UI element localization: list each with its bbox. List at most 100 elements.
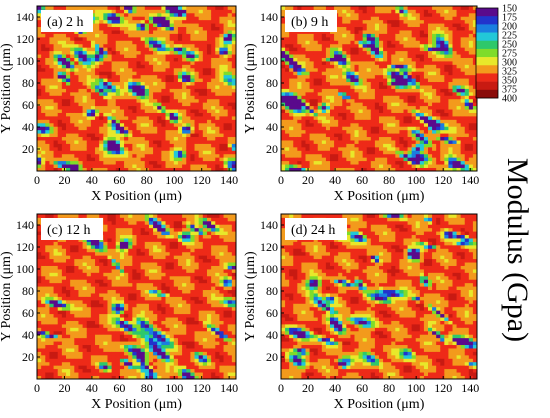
heatmap-cell: [82, 95, 88, 100]
heatmap-cell: [472, 146, 477, 151]
heatmap-cell: [334, 36, 339, 41]
heatmap-cell: [342, 143, 347, 148]
heatmap-cell: [206, 102, 212, 107]
heatmap-cell: [428, 150, 433, 155]
heatmap-cell: [95, 6, 100, 10]
heatmap-cell: [285, 74, 290, 79]
heatmap-cell: [219, 12, 224, 17]
heatmap-cell: [211, 26, 216, 31]
heatmap-cell: [419, 36, 425, 41]
heatmap-cell: [452, 153, 457, 158]
heatmap-cell: [173, 36, 179, 41]
heatmap-cell: [161, 67, 166, 72]
heatmap-cell: [103, 143, 108, 148]
heatmap-cell: [432, 57, 437, 62]
heatmap-cell: [415, 136, 421, 141]
heatmap-cell: [206, 64, 212, 69]
heatmap-cell: [190, 64, 195, 69]
heatmap-cell: [49, 71, 54, 76]
heatmap-cell: [346, 153, 351, 158]
heatmap-cell: [387, 19, 392, 24]
heatmap-cell: [82, 64, 88, 69]
heatmap-cell: [313, 88, 319, 93]
heatmap-cell: [90, 167, 96, 171]
heatmap-cell: [198, 98, 204, 103]
heatmap-cell: [231, 57, 236, 62]
heatmap-cell: [391, 9, 396, 14]
heatmap-cell: [169, 36, 175, 41]
heatmap-cell: [464, 26, 470, 31]
heatmap-cell: [190, 129, 195, 134]
heatmap-cell: [231, 33, 236, 38]
heatmap-cell: [198, 74, 204, 79]
heatmap-cell: [334, 112, 339, 117]
heatmap-cell: [321, 112, 327, 117]
heatmap-cell: [57, 160, 63, 165]
heatmap-cell: [215, 140, 220, 144]
heatmap-cell: [330, 57, 335, 62]
heatmap-cell: [436, 43, 441, 48]
heatmap-cell: [354, 140, 359, 144]
heatmap-cell: [407, 153, 413, 158]
heatmap-cell: [53, 330, 59, 335]
heatmap-cell: [111, 81, 117, 86]
heatmap-cell: [119, 78, 125, 83]
heatmap-cell: [432, 47, 437, 52]
heatmap-cell: [165, 36, 171, 41]
heatmap-cell: [132, 153, 137, 158]
heatmap-cell: [206, 36, 212, 41]
heatmap-cell: [107, 23, 113, 28]
heatmap-cell: [423, 160, 429, 165]
heatmap-cell: [407, 150, 413, 155]
heatmap-cell: [132, 140, 137, 144]
heatmap-cell: [128, 81, 133, 86]
heatmap-cell: [391, 122, 396, 127]
heatmap-cell: [387, 12, 392, 17]
heatmap-cell: [49, 244, 54, 249]
heatmap-cell: [144, 23, 150, 28]
heatmap-cell: [415, 16, 421, 21]
heatmap-cell: [103, 57, 108, 62]
heatmap-cell: [403, 81, 408, 86]
heatmap-cell: [293, 129, 298, 134]
heatmap-cell: [403, 122, 408, 127]
heatmap-cell: [61, 57, 67, 62]
heatmap-cell: [395, 74, 400, 79]
heatmap-cell: [334, 102, 339, 107]
heatmap-cell: [395, 164, 400, 168]
heatmap-cell: [227, 105, 233, 110]
heatmap-cell: [464, 36, 470, 41]
heatmap-cell: [423, 23, 429, 28]
heatmap-cell: [140, 167, 146, 171]
heatmap-cell: [49, 248, 54, 253]
heatmap-cell: [227, 85, 233, 89]
heatmap-cell: [472, 140, 477, 144]
heatmap-cell: [186, 47, 191, 52]
heatmap-cell: [231, 16, 236, 21]
heatmap-cell: [45, 116, 50, 120]
heatmap-cell: [95, 23, 100, 28]
heatmap-cell: [66, 105, 71, 110]
heatmap-cell: [334, 164, 339, 168]
heatmap-cell: [153, 133, 158, 138]
heatmap-cell: [415, 40, 421, 45]
heatmap-cell: [53, 153, 59, 158]
heatmap-cell: [45, 43, 50, 48]
heatmap-cell: [468, 119, 474, 124]
heatmap-cell: [227, 150, 233, 155]
heatmap-cell: [354, 122, 359, 127]
heatmap-cell: [317, 57, 323, 62]
heatmap-cell: [460, 153, 466, 158]
heatmap-cell: [57, 71, 63, 76]
heatmap-cell: [70, 91, 75, 96]
heatmap-cell: [53, 164, 59, 168]
heatmap-cell: [70, 160, 75, 165]
heatmap-cell: [415, 122, 421, 127]
heatmap-cell: [219, 40, 224, 45]
heatmap-cell: [370, 98, 376, 103]
heatmap-cell: [219, 167, 224, 171]
heatmap-cell: [90, 23, 96, 28]
heatmap-cell: [383, 50, 388, 55]
heatmap-cell: [37, 224, 42, 229]
heatmap-cell: [78, 88, 84, 93]
